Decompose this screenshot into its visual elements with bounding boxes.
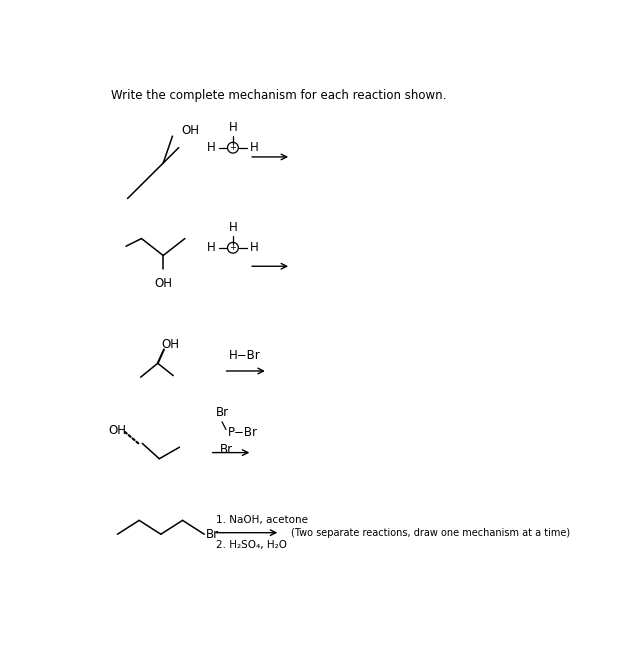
Text: (Two separate reactions, draw one mechanism at a time): (Two separate reactions, draw one mechan…	[291, 527, 570, 537]
Text: H: H	[229, 121, 238, 134]
Text: OH: OH	[181, 125, 199, 137]
Text: H: H	[207, 141, 216, 155]
Text: H: H	[229, 221, 238, 234]
Text: H: H	[250, 241, 259, 254]
Text: H: H	[250, 141, 259, 155]
Text: 2. H₂SO₄, H₂O: 2. H₂SO₄, H₂O	[216, 540, 287, 550]
Text: 1. NaOH, acetone: 1. NaOH, acetone	[216, 515, 308, 525]
Text: +: +	[229, 243, 236, 252]
Text: H: H	[207, 241, 216, 254]
Text: P−Br: P−Br	[229, 426, 258, 439]
Text: Br: Br	[216, 406, 229, 419]
Text: Br: Br	[220, 444, 233, 456]
Text: H−Br: H−Br	[229, 349, 261, 362]
Text: OH: OH	[162, 338, 180, 350]
Text: OH: OH	[108, 424, 126, 437]
Text: +: +	[229, 143, 236, 152]
Text: OH: OH	[154, 277, 172, 290]
Text: Write the complete mechanism for each reaction shown.: Write the complete mechanism for each re…	[111, 89, 447, 102]
Text: Br: Br	[206, 527, 219, 541]
